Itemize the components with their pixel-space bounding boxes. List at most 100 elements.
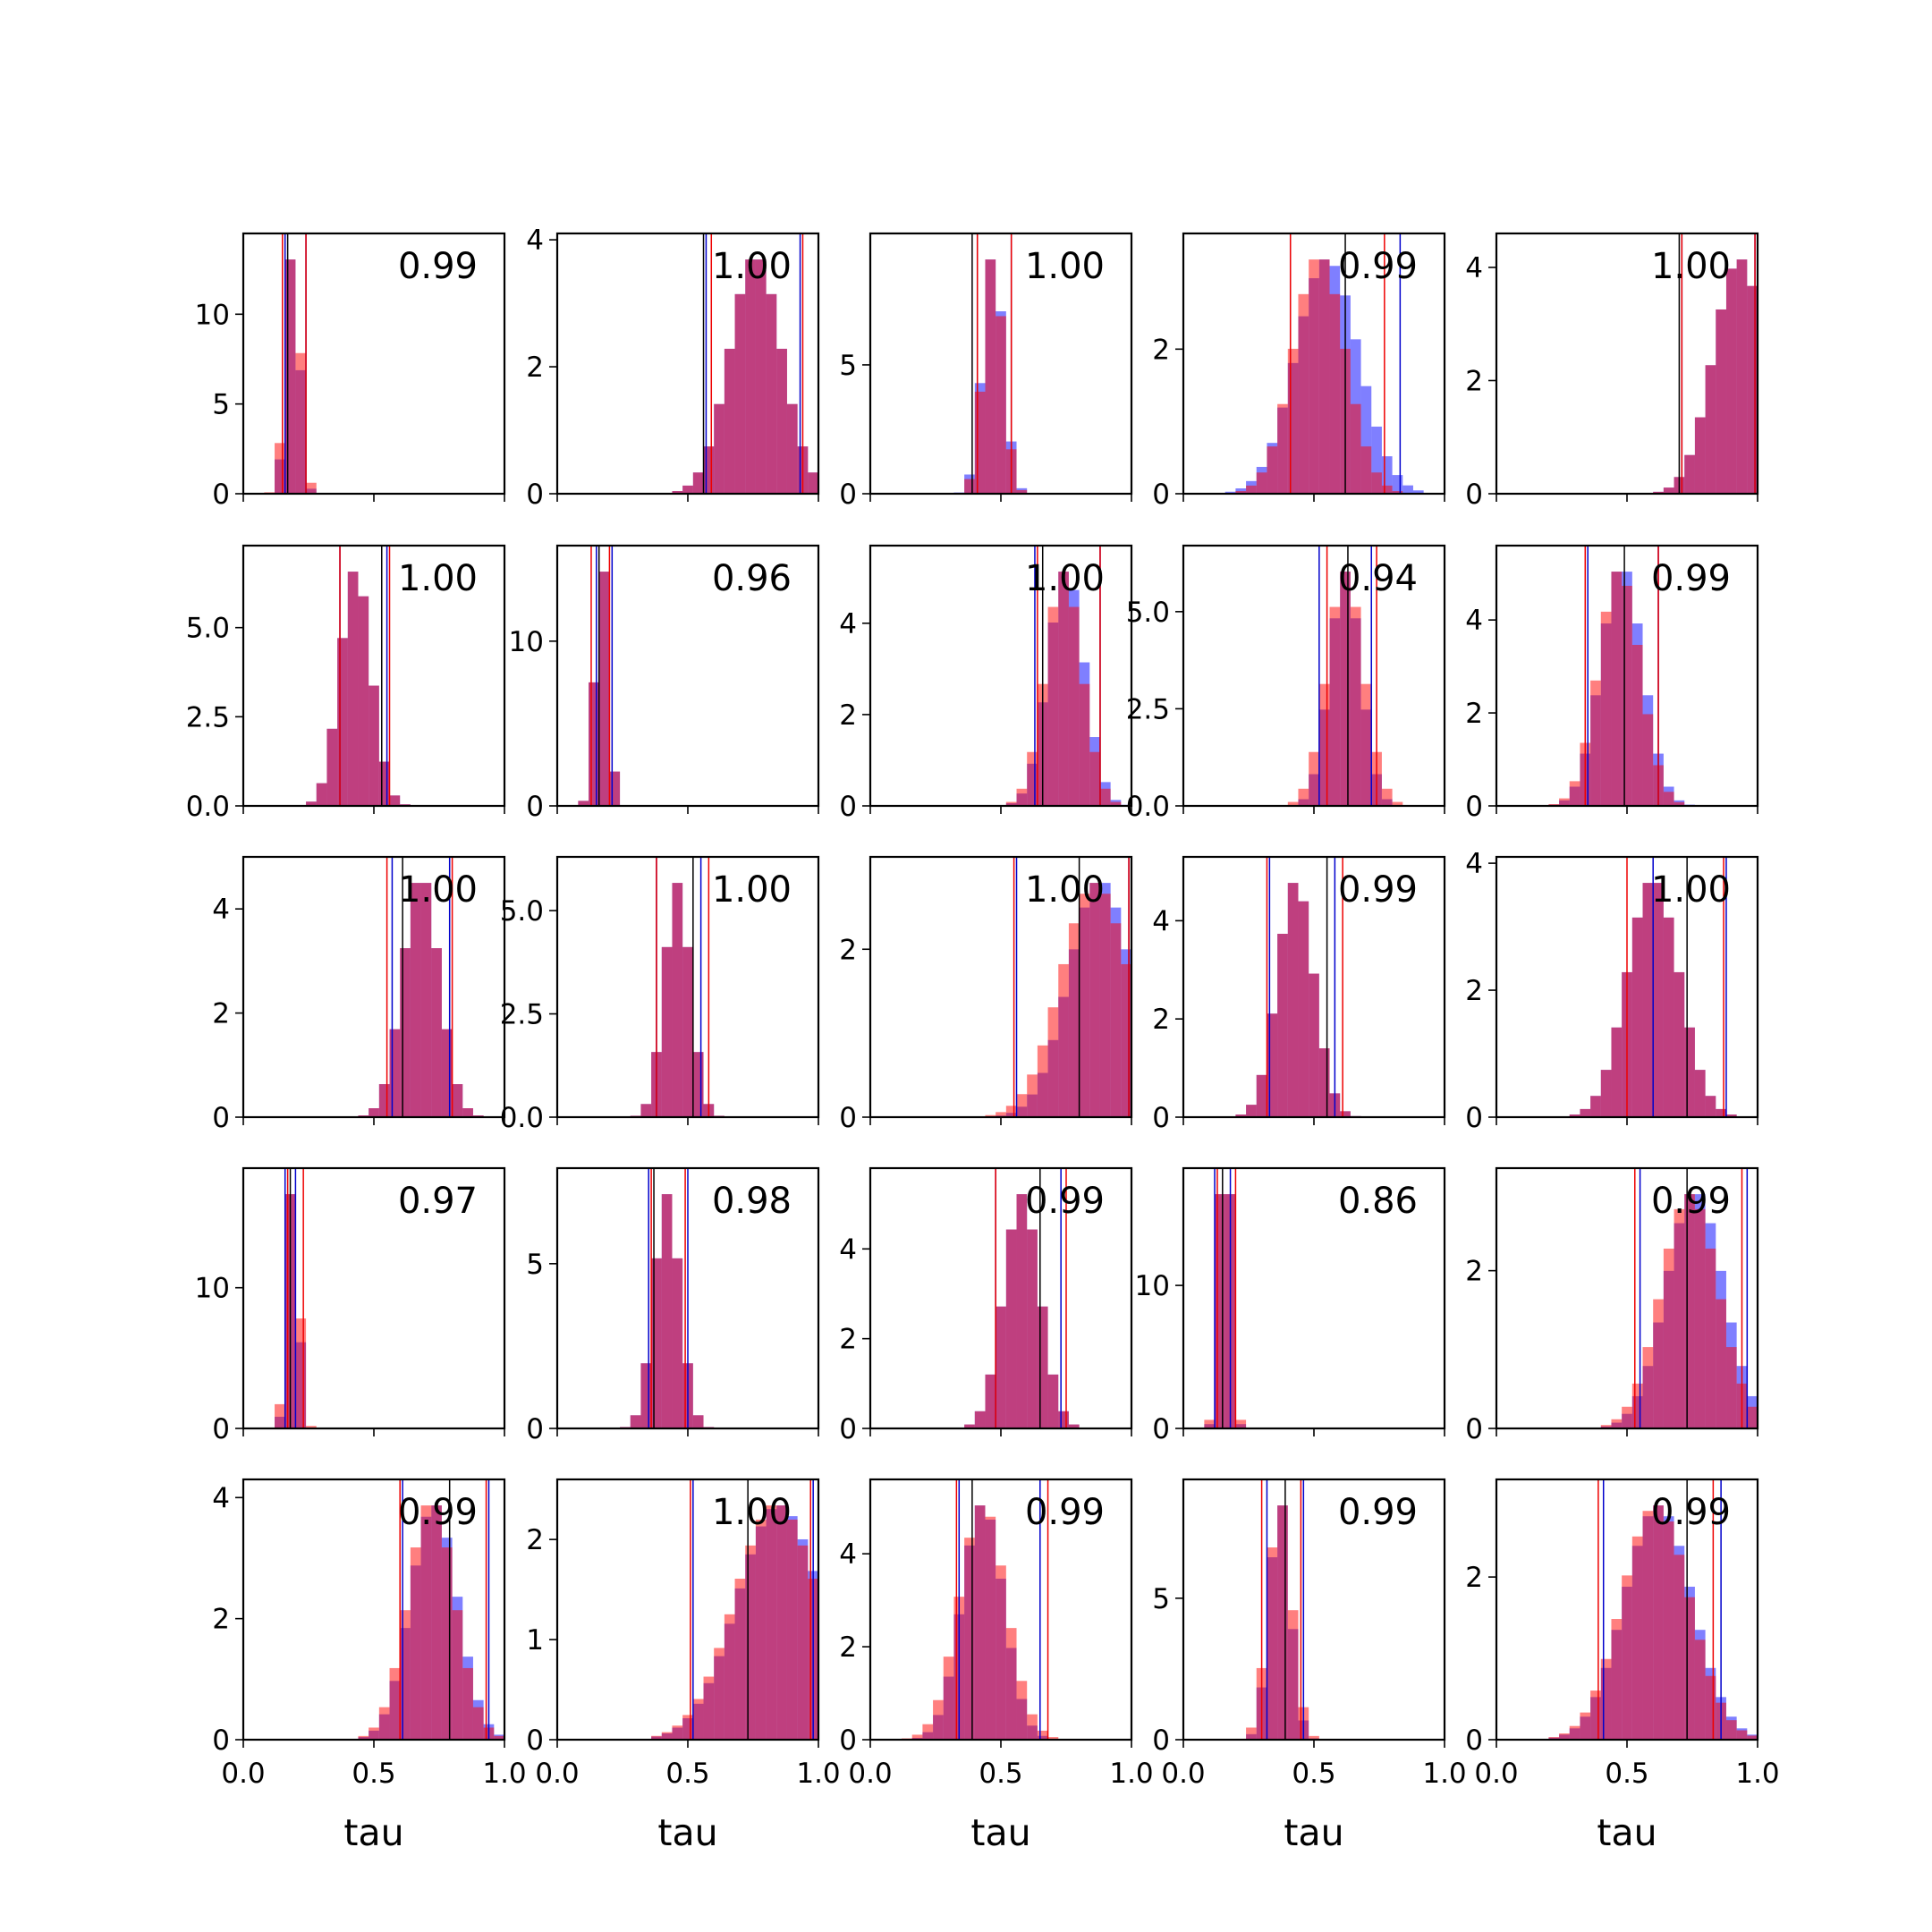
red-hist-bar [316,783,327,806]
red-hist-bar [1622,585,1632,806]
panel-value-label: 1.00 [1025,558,1105,599]
panel-value-label: 1.00 [1025,246,1105,287]
red-hist-bar [410,1547,421,1740]
red-hist-bar [1559,1733,1570,1740]
y-tick-label: 4 [1152,905,1170,937]
panel-value-label: 0.97 [398,1181,478,1222]
y-tick-label: 2 [839,934,857,966]
panel-12: 0.0 2.5 5.0 1.00 [500,855,820,1134]
red-hist-bar [1725,1347,1737,1428]
red-hist-bar [1277,403,1288,494]
red-hist-bar [1235,491,1247,494]
red-hist-bar [985,1374,996,1428]
y-tick-label: 0 [212,479,230,511]
red-hist-bar [1110,923,1122,1117]
red-hist-bar [369,1727,379,1740]
red-hist-bar [1725,1720,1737,1740]
red-hist-bar [1622,1575,1632,1740]
panel-1: 0 5 10 0.99 [195,232,506,511]
red-hist-bar [1716,1299,1726,1428]
red-hist-bar [974,391,986,494]
panel-18: 0 2 4 0.99 [839,1166,1133,1445]
red-hist-bar [337,638,348,806]
red-hist-bar [452,1084,463,1117]
plot-area [1005,546,1131,806]
blue-hist-bar [1392,475,1403,494]
panel-21: 0 2 4 0.0 0.5 1.0 0.99 tau [212,1478,527,1854]
panel-19: 0 10 0.86 [1135,1166,1446,1445]
red-hist-bar [1631,644,1643,806]
blue-hist-bar [1360,386,1372,494]
plot-area [306,546,411,806]
panel-15: 0 2 4 1.00 [1465,848,1759,1134]
y-tick-label: 4 [1465,605,1483,637]
red-hist-bar [1371,472,1382,494]
red-hist-bar [1079,683,1090,806]
red-hist-bar [295,352,307,494]
red-hist-bar [1298,788,1309,806]
red-hist-bar [1309,751,1319,806]
red-hist-bar [1309,1735,1319,1740]
panel-value-label: 0.99 [1651,558,1731,599]
plot-area [985,857,1131,1117]
y-tick-label: 0 [839,791,857,823]
red-hist-bar [1287,348,1299,494]
red-hist-bar [1580,1712,1591,1740]
red-hist-bar [1674,1208,1685,1428]
x-axis-label: tau [1284,1811,1343,1854]
red-hist-bar [1267,446,1278,494]
red-hist-bar [714,1648,724,1740]
y-tick-label: 0 [526,479,544,511]
y-tick-label: 10 [195,1273,230,1305]
red-hist-bar [1068,923,1080,1117]
red-hist-bar [1089,751,1100,806]
panel-16: 0 10 0.97 [195,1166,506,1445]
red-hist-bar [1725,1114,1737,1117]
plot-area [1600,1168,1758,1428]
plot-area [1548,546,1695,806]
y-tick-label: 2.5 [500,999,544,1031]
red-hist-bar [326,728,338,806]
red-hist-bar [1079,894,1090,1117]
red-hist-bar [1360,683,1372,806]
red-hist-bar [306,801,317,806]
x-tick-label: 0.5 [665,1758,709,1790]
red-hist-bar [1277,1505,1288,1740]
panel-2: 0 2 4 1.00 [526,225,820,511]
red-hist-bar [1267,1013,1278,1117]
red-hist-bar [378,1707,390,1740]
red-hist-bar [1600,611,1612,806]
panel-17: 050.98 [526,1166,820,1445]
panel-22: 0 1 2 0.0 0.5 1.0 1.00 tau [526,1478,841,1854]
red-hist-bar [420,883,432,1117]
red-hist-bar [1663,1521,1674,1740]
red-hist-bar [1580,1108,1591,1117]
red-hist-bar [672,491,683,494]
red-hist-bar [943,1657,954,1740]
y-tick-label: 5.0 [500,895,544,928]
y-tick-label: 2.5 [186,701,230,733]
panel-value-label: 1.00 [1651,869,1731,911]
red-hist-bar [692,1052,704,1117]
y-tick-label: 0 [1152,479,1170,511]
plot-area [358,1479,504,1740]
panel-value-label: 1.00 [712,1492,792,1533]
red-hist-bar [1663,487,1674,494]
y-tick-label: 0 [1465,791,1483,823]
red-hist-bar [661,1732,673,1740]
red-hist-bar [1287,883,1299,1117]
red-hist-bar [1747,1406,1758,1428]
x-tick-label: 0.0 [535,1758,579,1790]
panel-23: 0 2 4 0.0 0.5 1.0 0.99 tau [839,1478,1154,1854]
red-hist-bar [996,1565,1006,1740]
red-hist-bar [1089,883,1100,1117]
y-tick-label: 0 [1152,1724,1170,1757]
x-tick-label: 1.0 [1109,1758,1153,1790]
panel-11: 0 2 4 1.00 [212,855,506,1134]
panel-value-label: 0.99 [1338,869,1418,911]
red-hist-bar [1277,933,1288,1117]
blue-hist-bar [1412,490,1424,494]
red-hist-bar [745,259,756,494]
y-tick-label: 5 [212,389,230,421]
red-hist-bar [1684,1194,1695,1428]
